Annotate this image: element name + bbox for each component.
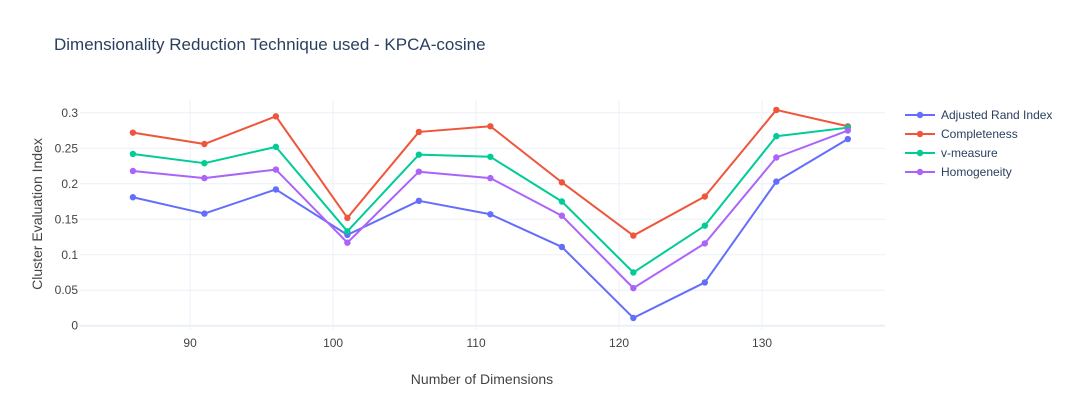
y-tick-label: 0 <box>71 319 78 333</box>
plot-area <box>129 106 852 322</box>
data-point[interactable] <box>344 214 351 222</box>
data-point[interactable] <box>344 228 351 235</box>
legend-label: Completeness <box>941 127 1018 141</box>
data-point[interactable] <box>630 314 637 322</box>
legend-swatch-marker <box>916 149 924 157</box>
data-point[interactable] <box>272 186 280 193</box>
grid <box>80 100 885 330</box>
x-tick-label: 110 <box>466 336 485 350</box>
data-point[interactable] <box>487 174 494 182</box>
data-point[interactable] <box>701 193 709 200</box>
data-point[interactable] <box>630 284 637 292</box>
y-axis-title: Cluster Evaluation Index <box>29 138 45 290</box>
series-0 <box>129 135 852 322</box>
legend-item[interactable]: Completeness <box>905 127 1018 141</box>
x-tick-label: 100 <box>323 336 343 350</box>
y-tick-label: 0.25 <box>55 141 79 155</box>
y-tick-label: 0.05 <box>55 283 79 297</box>
series-2 <box>129 124 852 276</box>
chart-title: Dimensionality Reduction Technique used … <box>54 35 486 54</box>
data-point[interactable] <box>129 129 137 136</box>
data-point[interactable] <box>558 212 566 219</box>
legend-swatch-marker <box>916 111 924 119</box>
data-point[interactable] <box>201 159 208 167</box>
data-point[interactable] <box>701 279 709 286</box>
data-point[interactable] <box>630 269 637 276</box>
data-point[interactable] <box>344 239 351 246</box>
data-point[interactable] <box>558 179 566 186</box>
data-point[interactable] <box>701 222 709 229</box>
data-point[interactable] <box>773 106 780 114</box>
data-point[interactable] <box>415 151 423 158</box>
data-point[interactable] <box>129 150 137 158</box>
x-tick-label: 120 <box>609 336 629 350</box>
data-point[interactable] <box>558 198 566 205</box>
data-point[interactable] <box>201 140 208 148</box>
legend-swatch-marker <box>916 130 924 138</box>
data-point[interactable] <box>773 178 780 185</box>
data-point[interactable] <box>272 113 280 120</box>
series-1 <box>129 106 852 239</box>
legend-swatch-marker <box>916 168 924 176</box>
data-point[interactable] <box>129 194 137 201</box>
data-point[interactable] <box>844 135 852 143</box>
data-point[interactable] <box>201 210 208 217</box>
data-point[interactable] <box>487 211 494 218</box>
data-point[interactable] <box>773 154 780 161</box>
data-point[interactable] <box>129 167 137 175</box>
axis-ticks: 90 100 110 120 130 0 0.05 0.1 0.15 0.2 0.25 0.3 <box>55 106 773 350</box>
data-point[interactable] <box>272 143 280 151</box>
y-tick-label: 0.1 <box>61 248 78 262</box>
data-point[interactable] <box>415 168 423 175</box>
data-point[interactable] <box>272 166 280 173</box>
legend-item[interactable]: Homogeneity <box>905 165 1012 179</box>
y-tick-label: 0.3 <box>61 106 78 120</box>
x-tick-label: 90 <box>183 336 197 350</box>
data-point[interactable] <box>630 232 637 239</box>
legend-item[interactable]: Adjusted Rand Index <box>905 108 1052 122</box>
data-point[interactable] <box>487 153 494 160</box>
series-3 <box>129 127 852 292</box>
legend-label: Adjusted Rand Index <box>941 108 1052 122</box>
data-point[interactable] <box>415 197 423 205</box>
legend-label: v-measure <box>941 146 998 160</box>
data-point[interactable] <box>773 133 780 140</box>
data-point[interactable] <box>487 123 494 130</box>
y-tick-label: 0.15 <box>55 212 79 226</box>
series-line <box>132 138 849 319</box>
x-axis-title: Number of Dimensions <box>411 371 553 387</box>
legend-item[interactable]: v-measure <box>905 146 998 160</box>
legend-label: Homogeneity <box>941 165 1012 179</box>
data-point[interactable] <box>558 243 566 251</box>
data-point[interactable] <box>415 128 423 136</box>
x-tick-label: 130 <box>752 336 772 350</box>
data-point[interactable] <box>701 240 709 247</box>
data-point[interactable] <box>201 174 208 182</box>
legend[interactable]: Adjusted Rand Index Completeness v-measure… <box>905 108 1052 179</box>
y-tick-label: 0.2 <box>61 177 78 191</box>
data-point[interactable] <box>844 127 852 134</box>
